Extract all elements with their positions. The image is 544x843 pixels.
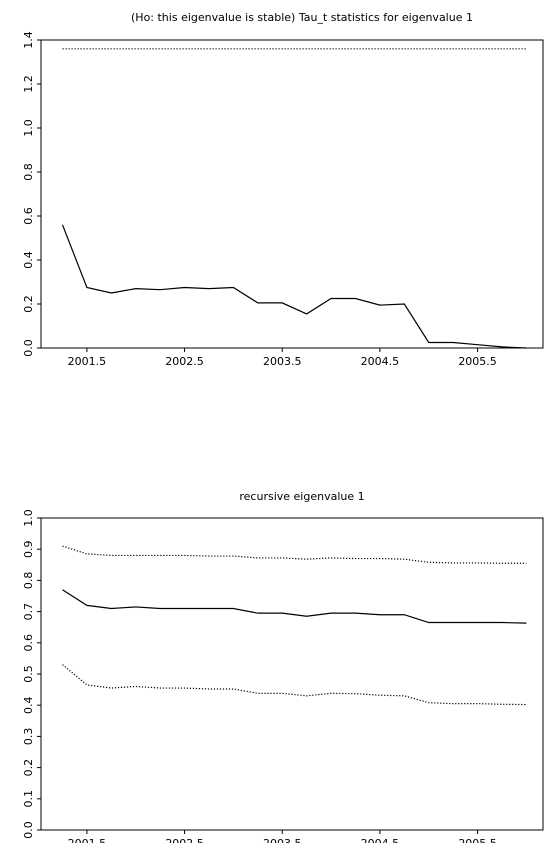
- y-tick-label: 0.2: [22, 759, 35, 777]
- y-tick-label: 0.2: [22, 295, 35, 313]
- series-line: [61, 224, 527, 349]
- x-tick-label: 2005.5: [458, 837, 497, 843]
- series-line: [62, 545, 527, 564]
- y-tick-label: 1.0: [22, 119, 35, 137]
- y-tick-label: 0.4: [22, 251, 35, 269]
- x-tick-label: 2001.5: [68, 355, 107, 368]
- y-tick-label: 0.9: [22, 540, 35, 558]
- plot-frame: [40, 517, 544, 831]
- x-tick-label: 2003.5: [263, 355, 302, 368]
- x-tick-label: 2005.5: [458, 355, 497, 368]
- chart-title: (Ho: this eigenvalue is stable) Tau_t st…: [131, 11, 473, 24]
- y-tick-label: 0.5: [22, 665, 35, 683]
- y-tick-label: 0.0: [22, 339, 35, 357]
- plot-frame: [40, 39, 544, 349]
- y-tick-label: 1.4: [22, 31, 35, 49]
- y-tick-label: 0.3: [22, 728, 35, 746]
- y-tick-label: 0.4: [22, 696, 35, 714]
- x-tick-label: 2001.5: [68, 837, 107, 843]
- y-tick-label: 0.7: [22, 603, 35, 621]
- y-tick-label: 0.8: [22, 572, 35, 590]
- x-tick-label: 2003.5: [263, 837, 302, 843]
- y-tick-label: 0.1: [22, 790, 35, 808]
- x-tick-label: 2004.5: [361, 355, 400, 368]
- y-tick-label: 0.8: [22, 163, 35, 181]
- chart-title: recursive eigenvalue 1: [239, 490, 364, 503]
- x-tick-label: 2004.5: [361, 837, 400, 843]
- series-line: [62, 589, 527, 624]
- y-tick-label: 0.0: [22, 821, 35, 839]
- x-tick-label: 2002.5: [165, 355, 204, 368]
- y-tick-label: 1.0: [22, 509, 35, 527]
- y-tick-label: 1.2: [22, 75, 35, 93]
- y-tick-label: 0.6: [22, 634, 35, 652]
- x-tick-label: 2002.5: [165, 837, 204, 843]
- y-tick-label: 0.6: [22, 207, 35, 225]
- series-line: [62, 664, 527, 706]
